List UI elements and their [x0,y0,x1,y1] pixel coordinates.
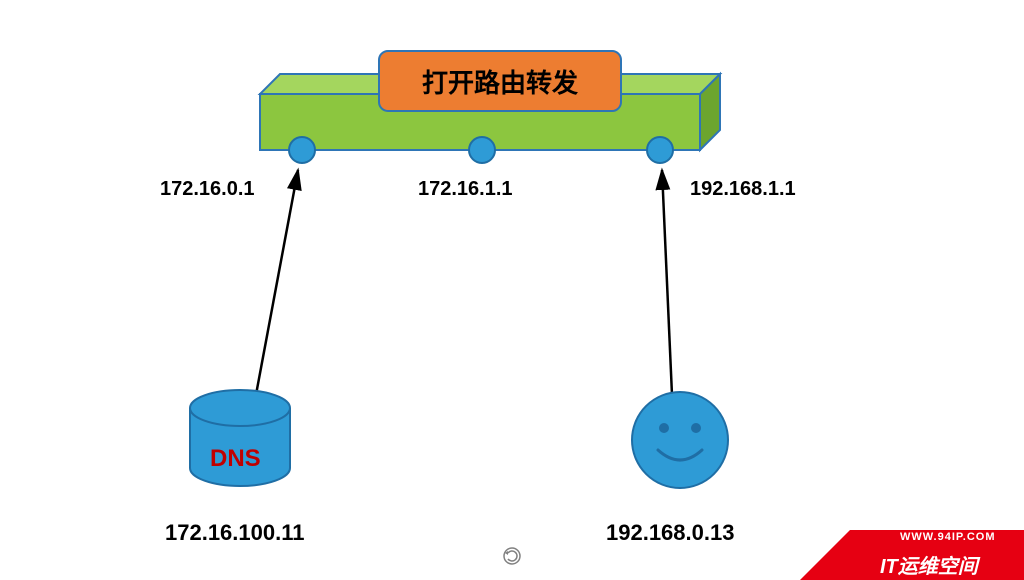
dns-label: DNS [210,445,261,473]
connection-arrows [255,170,672,400]
client-ip-label: 192.168.0.13 [606,520,734,546]
dns-ip-label: 172.16.100.11 [165,520,304,546]
watermark-title: IT运维空间 [880,550,978,579]
port-ip-2: 192.168.1.1 [690,178,796,201]
port-ip-0: 172.16.0.1 [160,178,255,201]
diagram-canvas: 打开路由转发 172.16.0.1 172.16.1.1 192.168.1.1… [0,0,1024,580]
router-badge-text: 打开路由转发 [422,63,578,100]
refresh-icon [504,548,520,564]
client-face-icon [632,392,728,488]
watermark-url: WWW.94IP.COM [900,531,996,543]
port-ip-1: 172.16.1.1 [418,178,513,201]
router-badge: 打开路由转发 [378,50,622,112]
